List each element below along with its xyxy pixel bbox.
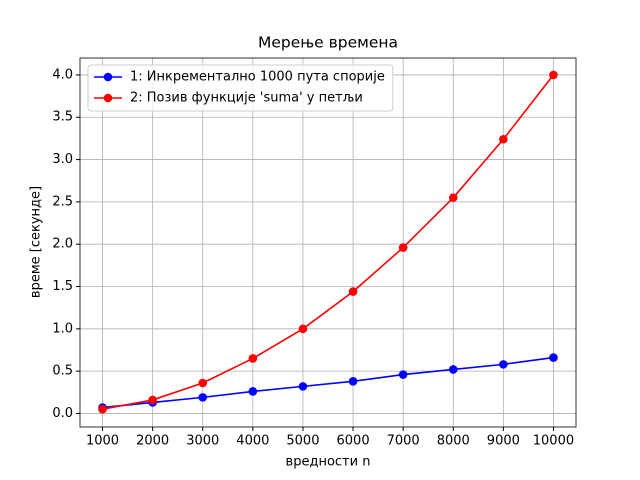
- legend-marker: [103, 72, 113, 82]
- x-tick-label: 3000: [186, 434, 219, 449]
- data-point: [348, 287, 358, 296]
- data-point: [549, 70, 558, 80]
- data-point: [448, 193, 458, 202]
- y-axis-label: време [секунде]: [29, 186, 44, 298]
- plot-frame: [79, 57, 577, 428]
- data-point: [398, 243, 408, 252]
- y-tick-label: 3.5: [52, 110, 73, 125]
- legend-marker: [103, 93, 113, 103]
- y-tick-label: 2.0: [52, 237, 73, 252]
- legend-box: [87, 64, 394, 112]
- x-tick-label: 9000: [487, 434, 520, 449]
- x-tick-label: 6000: [337, 434, 370, 449]
- data-point: [98, 404, 107, 414]
- data-point: [549, 353, 558, 362]
- x-tick-label: 5000: [286, 434, 319, 449]
- legend-label: 1: Инкрементално 1000 пута спорије: [130, 70, 385, 85]
- data-point: [348, 376, 358, 386]
- data-point: [499, 134, 508, 144]
- data-point: [148, 395, 157, 405]
- series-line: [102, 356, 554, 409]
- y-tick-label: 0.5: [52, 364, 73, 379]
- legend-label: 2: Позив функције 'suma' у петљи: [130, 91, 363, 106]
- data-point: [298, 382, 308, 391]
- y-tick-label: 1.5: [52, 279, 73, 294]
- x-tick-label: 2000: [136, 434, 169, 449]
- x-tick-label: 1000: [86, 434, 119, 449]
- data-point: [248, 354, 258, 363]
- data-point: [398, 370, 408, 379]
- data-point: [198, 378, 208, 388]
- x-tick-label: 10000: [533, 434, 574, 449]
- y-tick-label: 3.0: [52, 152, 73, 167]
- x-tick-label: 8000: [437, 434, 470, 449]
- x-tick-label: 7000: [387, 434, 420, 449]
- data-point: [198, 393, 208, 402]
- data-point: [298, 324, 308, 334]
- chart-title: Мерење времена: [258, 34, 398, 52]
- data-point: [248, 387, 258, 396]
- x-tick-label: 4000: [236, 434, 269, 449]
- y-tick-label: 0.0: [52, 406, 73, 421]
- legend: 1: Инкрементално 1000 пута спорије 2: Поз…: [87, 64, 394, 112]
- y-tick-label: 1.0: [52, 321, 73, 336]
- data-point: [499, 360, 508, 369]
- x-axis-label: вредности n: [286, 455, 371, 470]
- y-tick-label: 2.5: [52, 194, 73, 209]
- data-point: [448, 365, 458, 374]
- y-tick-label: 4.0: [52, 67, 73, 82]
- series-line: [102, 74, 555, 411]
